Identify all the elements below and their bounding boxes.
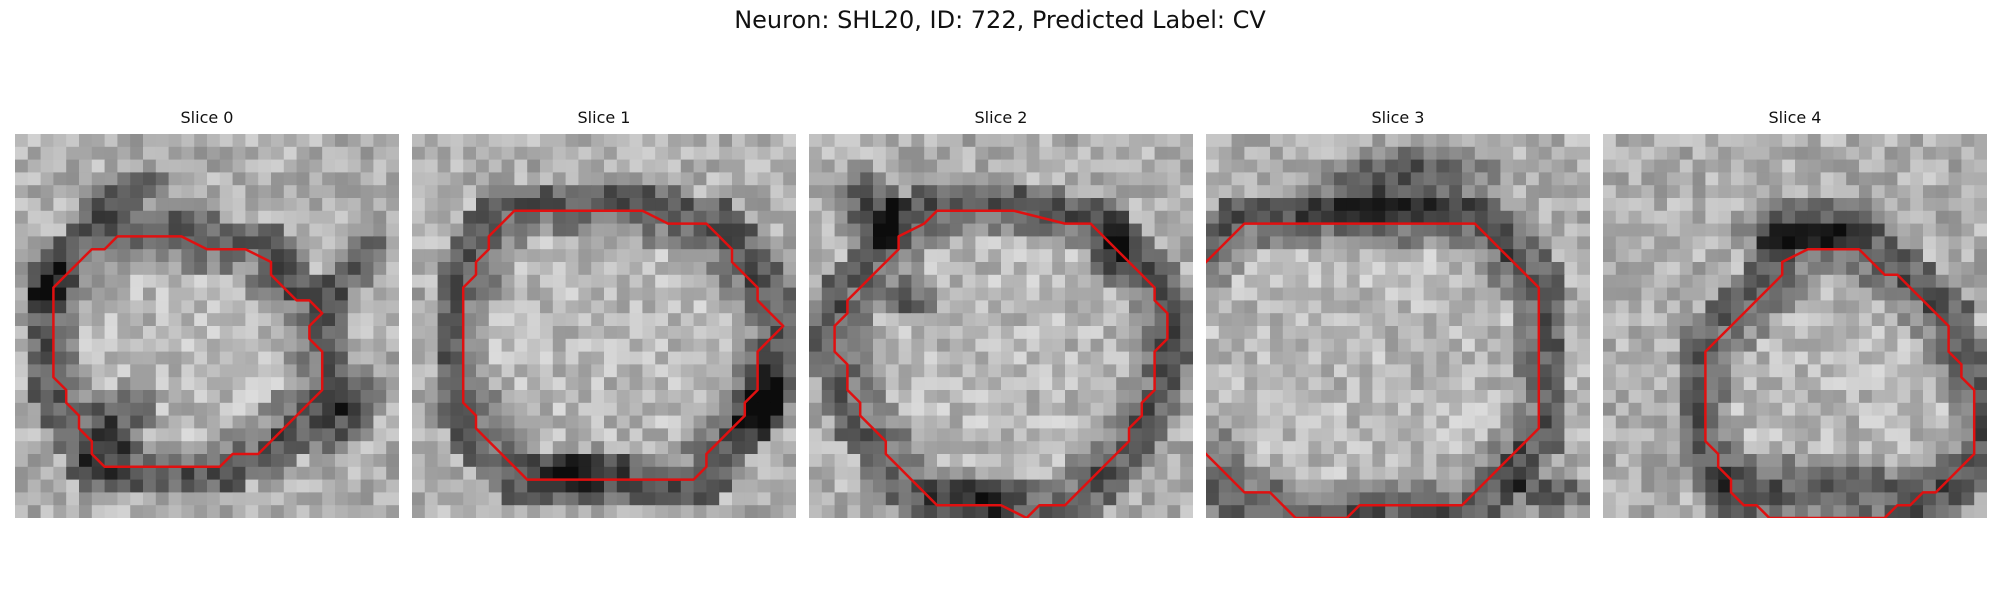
slice-image-1 <box>412 134 796 518</box>
slice-image-2 <box>809 134 1193 518</box>
slice-title-0: Slice 0 <box>180 108 234 127</box>
slice-title-1: Slice 1 <box>577 108 631 127</box>
segmentation-contour <box>1704 247 1976 518</box>
slice-image-0 <box>15 134 399 518</box>
segmentation-contour <box>461 209 785 481</box>
slice-texture <box>412 134 796 518</box>
slice-image-4 <box>1603 134 1987 518</box>
slice-svg-1 <box>412 134 796 518</box>
segmentation-contour <box>1206 222 1541 518</box>
slice-title-2: Slice 2 <box>974 108 1028 127</box>
slice-texture <box>809 134 1193 518</box>
slice-svg-3 <box>1206 134 1590 518</box>
slice-texture <box>1206 134 1590 518</box>
slice-panel-0: Slice 0 <box>15 108 399 518</box>
slice-title-4: Slice 4 <box>1768 108 1822 127</box>
slice-title-3: Slice 3 <box>1371 108 1425 127</box>
slice-panel-2: Slice 2 <box>809 108 1193 518</box>
slice-image-3 <box>1206 134 1590 518</box>
segmentation-contour <box>52 235 324 469</box>
segmentation-contour <box>833 209 1169 518</box>
slice-svg-0 <box>15 134 399 518</box>
slice-svg-2 <box>809 134 1193 518</box>
slice-texture <box>15 134 399 518</box>
slice-svg-4 <box>1603 134 1987 518</box>
slice-panel-4: Slice 4 <box>1603 108 1987 518</box>
slice-panel-1: Slice 1 <box>412 108 796 518</box>
figure-title: Neuron: SHL20, ID: 722, Predicted Label:… <box>734 6 1266 34</box>
slice-texture <box>1603 134 1987 518</box>
slice-panel-3: Slice 3 <box>1206 108 1590 518</box>
